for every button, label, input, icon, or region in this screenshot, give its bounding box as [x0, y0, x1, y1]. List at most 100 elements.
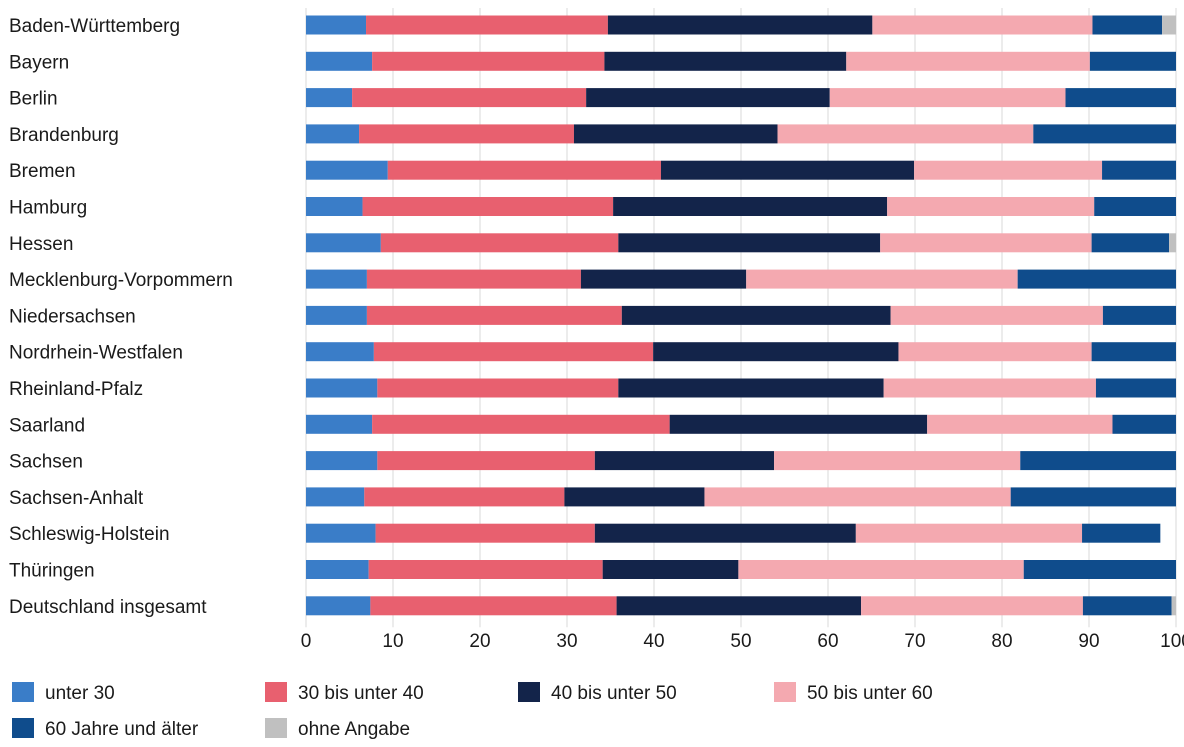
category-label: Deutschland insgesamt [9, 597, 207, 618]
bar-segment [1171, 596, 1176, 616]
category-label: Saarland [9, 415, 85, 436]
bar-segment [914, 160, 1103, 180]
bar-segment [616, 596, 862, 616]
bar-segment [1082, 523, 1161, 543]
bar-segment [362, 197, 614, 216]
category-label: Rheinland-Pfalz [9, 379, 143, 400]
bar-segment [1091, 342, 1176, 362]
category-label: Schleswig-Holstein [9, 524, 170, 545]
category-label: Berlin [9, 89, 58, 110]
bar-segment [306, 197, 363, 216]
bar-segment [669, 414, 928, 434]
bar-segment [373, 342, 654, 362]
legend-swatch [12, 718, 34, 738]
bar-segment [306, 523, 376, 543]
category-labels: Baden-Württemberg Bayern Berlin Brandenburg… [9, 16, 233, 618]
bar-segment [1091, 233, 1170, 253]
bar-segment [829, 88, 1066, 108]
bar-segment [880, 233, 1092, 253]
bar-segment [594, 523, 856, 543]
bar-segment [306, 233, 381, 253]
bar-segment [604, 51, 847, 71]
bar-segment [887, 197, 1095, 216]
legend: unter 30 30 bis unter 40 40 bis unter 50 50… [12, 682, 933, 740]
legend-swatch [518, 682, 540, 702]
bar-segment [564, 487, 705, 507]
legend-label: unter 30 [45, 683, 115, 704]
legend-label: ohne Angabe [298, 719, 410, 740]
x-tick-label: 20 [469, 631, 490, 652]
bar-segment [653, 342, 899, 362]
bar-segment [1089, 51, 1176, 71]
x-tick-label: 30 [556, 631, 577, 652]
bar-segment [306, 487, 365, 507]
x-tick-label: 50 [730, 631, 751, 652]
x-tick-label: 10 [382, 631, 403, 652]
x-tick-label: 0 [301, 631, 312, 652]
bar-segment [306, 414, 373, 434]
bar-segment [364, 487, 565, 507]
x-tick-label: 90 [1078, 631, 1099, 652]
category-label: Thüringen [9, 561, 95, 582]
bar-segment [580, 269, 747, 289]
x-tick-label: 60 [817, 631, 838, 652]
legend-label: 30 bis unter 40 [298, 683, 424, 704]
bar-segment [586, 88, 830, 108]
bar-segment [1102, 160, 1176, 180]
bar-segment [306, 305, 367, 325]
legend-label: 40 bis unter 50 [551, 683, 677, 704]
bar-segment [1017, 269, 1176, 289]
bar-segment [660, 160, 915, 180]
bar-segment [306, 269, 367, 289]
category-label: Sachsen-Anhalt [9, 488, 144, 509]
category-label: Hessen [9, 234, 73, 255]
bar-segment [380, 233, 619, 253]
legend-label: 60 Jahre und älter [45, 719, 199, 740]
category-label: Nordrhein-Westfalen [9, 343, 183, 364]
bar-segment [738, 560, 1024, 579]
category-label: Mecklenburg-Vorpommern [9, 270, 233, 291]
bar-segment [306, 451, 378, 471]
bar-segment [306, 596, 371, 616]
bar-segment [387, 160, 661, 180]
bar-segment [306, 124, 360, 144]
x-tick-label: 40 [643, 631, 664, 652]
bar-segment [1010, 487, 1176, 507]
category-label: Brandenburg [9, 125, 119, 146]
bar-segment [1102, 305, 1176, 325]
bar-segment [573, 124, 778, 144]
bar-segment [927, 414, 1113, 434]
bar-segment [366, 305, 622, 325]
bar-segment [306, 51, 373, 71]
bar-segment [306, 378, 378, 398]
category-label: Sachsen [9, 452, 83, 473]
bar-segment [1065, 88, 1176, 108]
bar-segment [370, 596, 617, 616]
bar-segment [602, 560, 739, 579]
bar-segment [1095, 378, 1176, 398]
bars [306, 15, 1176, 616]
legend-swatch [265, 718, 287, 738]
bar-segment [777, 124, 1034, 144]
bar-segment [746, 269, 1018, 289]
bar-segment [704, 487, 1011, 507]
bar-segment [368, 560, 603, 579]
bar-segment [1112, 414, 1176, 434]
bar-segment [1162, 15, 1176, 35]
bar-segment [618, 378, 884, 398]
bar-segment [890, 305, 1103, 325]
x-tick-label: 70 [904, 631, 925, 652]
bar-segment [306, 160, 388, 180]
bar-segment [607, 15, 873, 35]
x-tick-label: 80 [991, 631, 1012, 652]
bar-segment [306, 88, 353, 108]
bar-segment [1020, 451, 1176, 471]
bar-segment [372, 414, 670, 434]
bar-segment [377, 451, 595, 471]
bar-segment [306, 560, 369, 579]
bar-segment [372, 51, 605, 71]
legend-swatch [12, 682, 34, 702]
bar-segment [883, 378, 1096, 398]
bar-segment [618, 233, 881, 253]
